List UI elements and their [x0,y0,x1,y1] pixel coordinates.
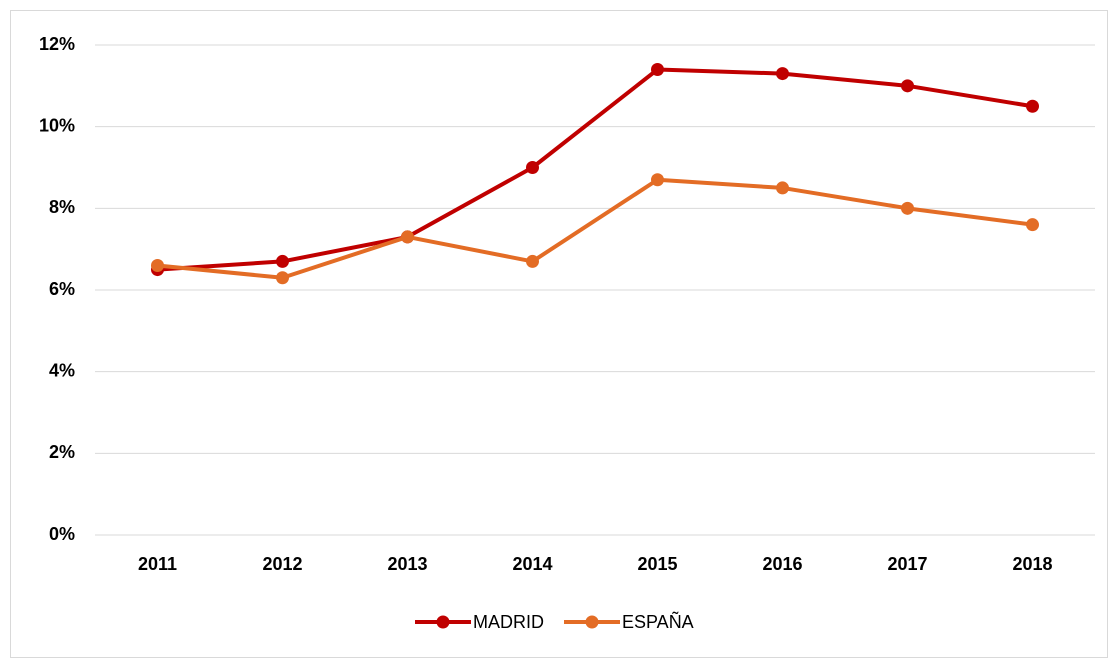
y-tick-label: 6% [49,279,75,299]
marker [901,79,914,93]
marker [651,173,664,187]
marker [276,254,289,268]
legend-marker [436,615,450,629]
x-tick-label: 2011 [138,554,177,574]
y-tick-label: 8% [49,197,75,217]
line [157,67,1033,272]
marker [401,230,414,244]
x-tick-label: 2012 [262,554,302,574]
marker [526,254,539,268]
legend-label: MADRID [473,612,544,632]
marker [276,271,289,285]
marker [1026,99,1039,113]
legend-marker [585,615,599,629]
legend-label: ESPAÑA [622,611,694,632]
x-tick-label: 2016 [762,554,802,574]
x-tick-label: 2018 [1012,554,1052,574]
x-tick-label: 2014 [512,554,552,574]
y-tick-label: 4% [49,360,75,380]
y-tick-label: 0% [49,524,75,544]
marker [1026,218,1039,232]
x-tick-label: 2017 [887,554,927,574]
marker [776,67,789,81]
marker [651,63,664,76]
marker [901,201,914,215]
marker [776,181,789,195]
x-tick-label: 2013 [387,554,427,574]
y-tick-label: 12% [39,34,75,54]
y-tick-label: 10% [39,115,75,135]
marker [526,161,539,174]
y-tick-label: 2% [49,442,75,462]
chart-border [10,10,1108,658]
line [157,177,1033,280]
marker [151,259,164,272]
x-tick-label: 2015 [637,554,677,574]
